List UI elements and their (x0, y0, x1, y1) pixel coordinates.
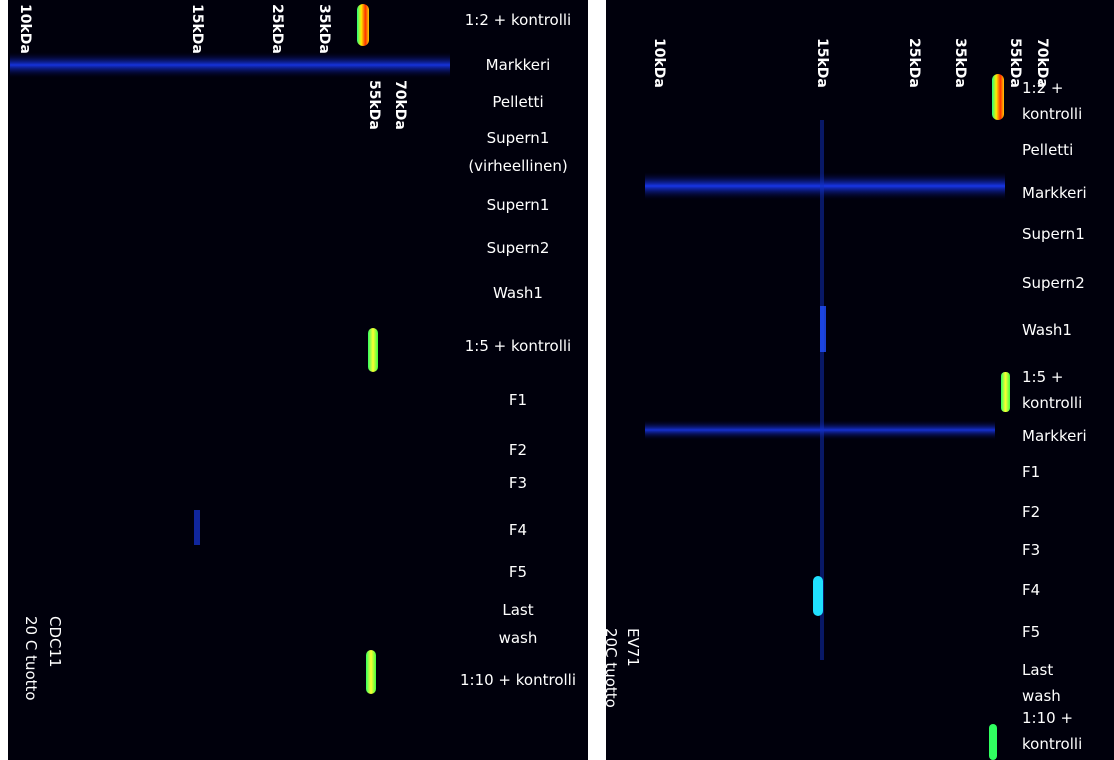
sample-band (820, 306, 826, 352)
lane-label: Wash1 (493, 284, 543, 302)
lane-label: Markkeri (1022, 184, 1087, 202)
lane-label: 1:2 + (1022, 79, 1064, 97)
lane-label: 1:5 + (1022, 368, 1064, 386)
marker-label: 70kDa (1034, 38, 1050, 88)
marker-band (10, 52, 450, 78)
sample-label: CDC11 (46, 616, 64, 668)
lane-label: Pelletti (1022, 141, 1074, 159)
marker-label: 25kDa (269, 4, 285, 54)
lane-label: Last (502, 601, 534, 619)
marker-label: 15kDa (189, 4, 205, 54)
marker-label: 55kDa (366, 80, 382, 130)
control-band (357, 4, 369, 46)
lane-trace (820, 120, 824, 660)
lane-label: F2 (1022, 503, 1041, 521)
faint-band (194, 510, 200, 545)
control-band (368, 328, 378, 372)
lane-label: Supern2 (486, 239, 550, 257)
marker-label: 25kDa (906, 38, 922, 88)
marker-label: 55kDa (1007, 38, 1023, 88)
marker-label: 35kDa (952, 38, 968, 88)
marker-label: 10kDa (651, 38, 667, 88)
lane-label: 1:10 + (1022, 709, 1074, 727)
lane-label: Pelletti (492, 93, 544, 111)
control-band (1001, 372, 1010, 412)
lane-label: 1:5 + kontrolli (464, 337, 572, 355)
lane-label: Supern2 (1022, 274, 1085, 292)
marker-label: 70kDa (392, 80, 408, 130)
sample-label: 20C tuotto (602, 628, 620, 708)
gel-panel-left (8, 0, 588, 760)
lane-label: Last (1022, 661, 1054, 679)
lane-label: Supern1 (1022, 225, 1085, 243)
lane-label: F4 (1022, 581, 1041, 599)
sample-band (813, 576, 823, 616)
lane-label: kontrolli (1022, 105, 1083, 123)
lane-label: 1:2 + kontrolli (464, 11, 572, 29)
control-band (366, 650, 376, 694)
marker-label: 10kDa (17, 4, 33, 54)
lane-label: F3 (1022, 541, 1041, 559)
lane-label: wash (1022, 687, 1061, 705)
lane-label: Supern1 (486, 129, 550, 147)
lane-label: 1:10 + kontrolli (459, 671, 577, 689)
control-band (992, 74, 1004, 120)
lane-label: F4 (508, 521, 528, 539)
sample-label: EV71 (624, 628, 642, 667)
lane-label: kontrolli (1022, 394, 1083, 412)
lane-label: F5 (508, 563, 528, 581)
lane-label: Supern1 (486, 196, 550, 214)
lane-label: F5 (1022, 623, 1041, 641)
gel-panel-right (606, 0, 1114, 760)
lane-label: F1 (508, 391, 528, 409)
marker-band (645, 172, 1005, 200)
lane-label: wash (498, 629, 538, 647)
lane-label: kontrolli (1022, 735, 1083, 753)
lane-label: Wash1 (1022, 321, 1072, 339)
sample-label: 20 C tuotto (22, 616, 40, 701)
control-band (989, 724, 997, 760)
lane-label: F1 (1022, 463, 1041, 481)
marker-label: 35kDa (316, 4, 332, 54)
lane-label: Markkeri (1022, 427, 1087, 445)
marker-label: 15kDa (814, 38, 830, 88)
lane-label: F2 (508, 441, 528, 459)
lane-label: F3 (508, 474, 528, 492)
lane-label: (virheellinen) (468, 157, 568, 175)
lane-label: Markkeri (485, 56, 551, 74)
